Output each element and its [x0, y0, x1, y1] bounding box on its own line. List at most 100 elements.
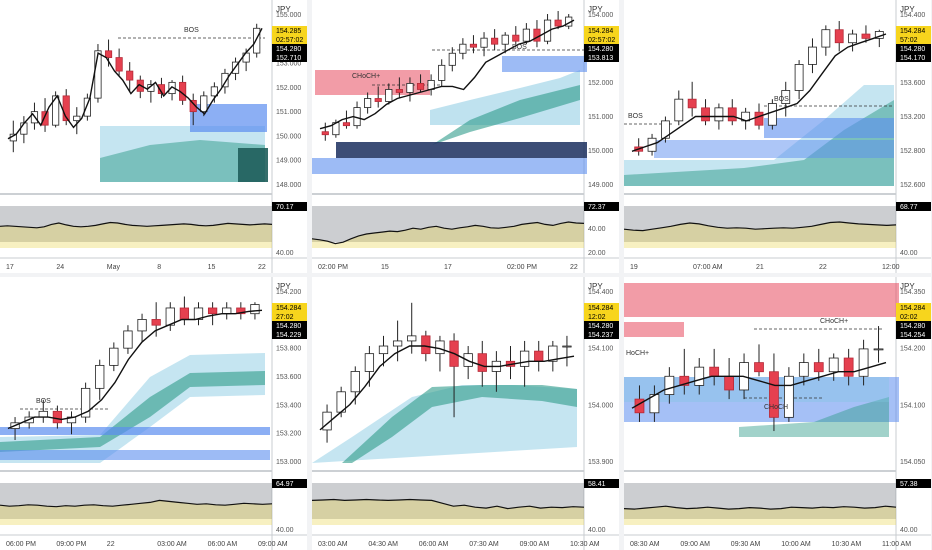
zone-band [624, 100, 894, 186]
time-tick-label: 04:30 AM [368, 541, 398, 548]
time-tick-label: 11:00 AM [882, 541, 911, 548]
candle-body [200, 95, 208, 113]
chart-1-svg: 155.000154.000153.000152.000151.000150.0… [0, 0, 307, 273]
time-tick-label: 02:00 PM [507, 264, 537, 271]
oscillator-line [312, 221, 585, 245]
candle-body [664, 375, 675, 395]
price-tick-label: 154.350 [900, 289, 925, 296]
price-badge [584, 44, 619, 53]
time-tick-label: 09:00 AM [520, 541, 550, 548]
price-badge [272, 53, 307, 62]
candle-body [469, 43, 478, 48]
structure-annotation: CHoCH+ [352, 73, 380, 80]
price-tick-label: 153.200 [900, 114, 925, 121]
candle-body [83, 97, 91, 117]
candle-body [724, 375, 734, 391]
price-badge-label: 154.280 [900, 46, 925, 53]
candle-body [821, 29, 831, 48]
candle-body [533, 28, 541, 42]
candle-body [52, 410, 63, 424]
candle-body [406, 83, 414, 93]
candle-body [477, 353, 487, 372]
time-tick-label: 22 [819, 264, 827, 271]
oscillator-tick-label: 40.00 [900, 250, 918, 257]
price-tick-label: 149.000 [276, 158, 301, 165]
chart-panel-6: 154.350 154.200 154.100 154.050 JPY 154.284 02… [624, 277, 931, 550]
oscillator-line [0, 499, 273, 508]
zone-box [238, 148, 268, 182]
price-tick-label: 154.000 [588, 12, 613, 19]
price-tick-label: 152.800 [900, 148, 925, 155]
structure-annotation: BOS [512, 44, 527, 51]
candle-body [350, 371, 360, 393]
oscillator-value-badge [896, 479, 931, 488]
price-badge-label: 154.280 [276, 46, 301, 53]
structure-annotation: BOS [36, 398, 51, 405]
price-tick-label: 154.200 [276, 289, 301, 296]
price-tick-label: 153.800 [276, 346, 301, 353]
zone-band [315, 70, 430, 95]
time-tick-label: 8 [157, 264, 161, 271]
time-tick-label: 06:00 AM [208, 541, 238, 548]
price-badge-label: 153.813 [588, 55, 613, 62]
price-badge [584, 26, 619, 35]
candle-body [554, 19, 562, 27]
time-tick-label: 02:00 PM [318, 264, 348, 271]
time-tick-label: 09:00 AM [258, 541, 288, 548]
zone-band [624, 322, 684, 337]
moving-average-line [319, 345, 575, 431]
price-badge [584, 312, 619, 321]
time-tick-label: May [107, 264, 121, 271]
oscillator-value-badge [896, 202, 931, 211]
symbol-label: JPY [900, 282, 915, 291]
price-tick-label: 154.200 [900, 346, 925, 353]
candle-body [435, 340, 445, 355]
zone-box [336, 142, 587, 158]
price-tick-label: 154.400 [588, 289, 613, 296]
time-tick-label: 10:30 AM [570, 541, 600, 548]
candle-body [236, 307, 246, 315]
price-badge-label: 154.285 [276, 28, 301, 35]
price-tick-label: 151.000 [588, 114, 613, 121]
symbol-label: JPY [900, 5, 915, 14]
price-badge [272, 312, 307, 321]
price-badge-label: 154.280 [588, 46, 613, 53]
time-tick-label: 15 [208, 264, 216, 271]
candle-body [126, 70, 134, 81]
oscillator-value-label: 64.97 [276, 481, 294, 488]
zone-band [624, 283, 899, 317]
zone-band [0, 371, 265, 452]
price-tick-label: 151.000 [276, 109, 301, 116]
time-tick-label: 03:00 AM [157, 541, 187, 548]
price-tick-label: 153.200 [276, 431, 301, 438]
time-tick-label: 03:00 AM [318, 541, 348, 548]
candle-body [115, 57, 123, 72]
time-tick-label: 06:00 AM [419, 541, 449, 548]
candle-body [385, 89, 393, 102]
price-tick-label: 153.400 [276, 402, 301, 409]
candle-body [157, 84, 166, 95]
oscillator-line [624, 505, 897, 510]
price-badge [896, 330, 931, 339]
candle-body [480, 37, 488, 48]
candle-body [62, 95, 70, 122]
price-tick-label: 154.050 [900, 459, 925, 466]
structure-annotation: BOS [184, 27, 199, 34]
candle-body [378, 345, 389, 355]
oscillator-value-label: 70.17 [276, 204, 294, 211]
candle-body [151, 319, 161, 326]
time-tick-label: 09:00 AM [680, 541, 710, 548]
time-tick-label: 22 [570, 264, 578, 271]
time-tick-label: 09:00 PM [56, 541, 86, 548]
candle-body [687, 98, 697, 109]
price-badge [896, 321, 931, 330]
candle-body [501, 34, 509, 45]
candle-body [522, 28, 530, 42]
chart-panel-1: 155.000154.000153.000152.000151.000150.0… [0, 0, 307, 273]
price-tick-label: 154.100 [588, 346, 613, 353]
price-badge [584, 303, 619, 312]
structure-annotation: CHoCH+ [820, 318, 848, 325]
candle-body [73, 115, 81, 122]
price-badge-label: 154.284 [588, 28, 613, 35]
candle-body [754, 111, 764, 126]
